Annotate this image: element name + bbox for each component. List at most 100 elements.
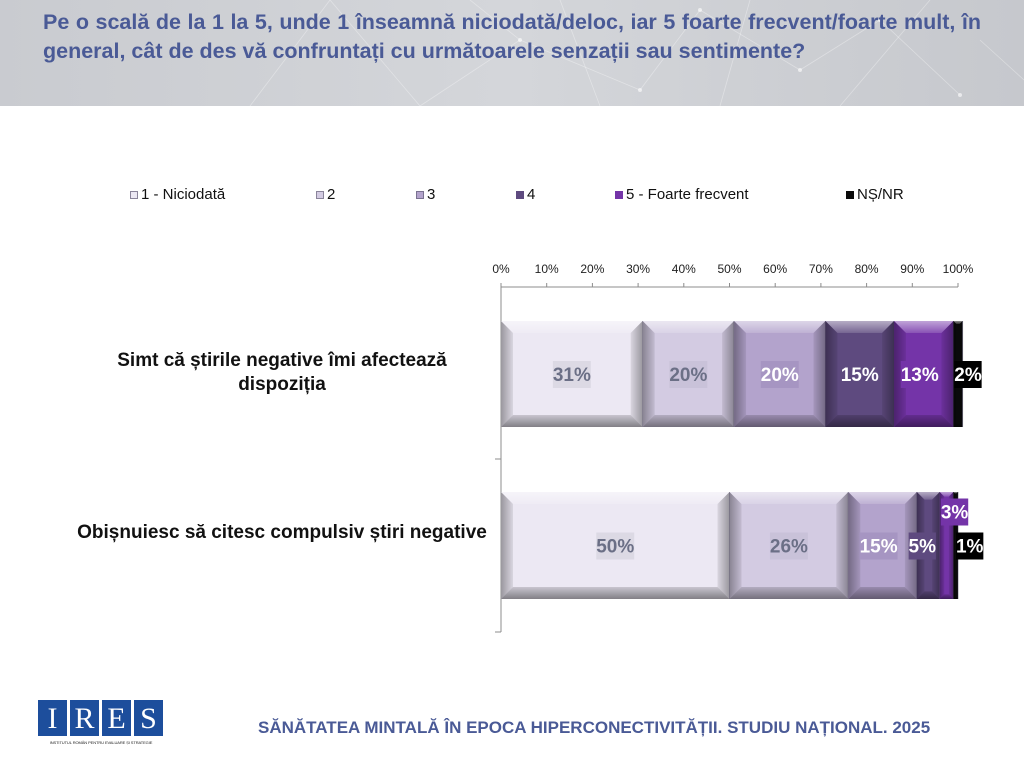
bar-bevel-right xyxy=(836,492,849,599)
legend-swatch xyxy=(516,190,524,199)
data-label-text: 13% xyxy=(901,365,939,386)
data-label-background xyxy=(596,532,635,560)
bar-bevel-top xyxy=(894,321,954,333)
data-label-background xyxy=(552,361,591,388)
bars xyxy=(501,321,964,599)
bar-bevel-bottom xyxy=(642,415,735,427)
data-label-background xyxy=(840,361,879,388)
data-label-text: 3% xyxy=(941,503,969,524)
logo-letter: I xyxy=(38,700,67,736)
legend-label: 2 xyxy=(327,186,336,203)
x-tick-label: 0% xyxy=(492,262,510,276)
legend-label: 4 xyxy=(527,186,536,203)
data-label: 5% xyxy=(908,532,937,560)
page-title: Pe o scală de la 1 la 5, unde 1 înseamnă… xyxy=(43,10,981,63)
footer-title: SĂNĂTATEA MINTALĂ ÎN EPOCA HIPERCONECTIV… xyxy=(258,718,931,737)
legend-swatch xyxy=(130,190,138,199)
bar-bevel-bottom xyxy=(848,587,917,599)
data-label: 1% xyxy=(956,532,984,560)
bar-bevel-bottom xyxy=(953,423,963,427)
bar-bevel-left xyxy=(825,321,838,427)
bar-bevel-top xyxy=(916,492,940,500)
data-label: 31% xyxy=(553,361,591,388)
bar-bevel-left xyxy=(894,321,907,427)
stacked-bar-chart: 0% 10% 20% 30% 40% 50% 60% 70% 80% 90% 100% 31% 20%… xyxy=(492,262,984,633)
bar-bevel-top xyxy=(642,321,735,333)
bar-bevel-right xyxy=(941,321,954,427)
data-label-text: 50% xyxy=(596,537,634,558)
legend-swatch xyxy=(316,190,324,199)
legend-swatch xyxy=(846,190,854,199)
bar-bevel-top xyxy=(501,492,730,504)
data-label: 3% xyxy=(940,498,969,526)
legend-item-1: 1 - Niciodată xyxy=(130,186,225,203)
bar-bevel-bottom xyxy=(916,591,940,599)
bar-bevel-top xyxy=(953,492,958,494)
data-label-text: 26% xyxy=(770,537,808,558)
data-label-text: 2% xyxy=(954,365,982,386)
data-label: 26% xyxy=(769,532,808,560)
bar-bevel-right xyxy=(882,321,895,427)
bar-bevel-right xyxy=(630,321,643,427)
x-tick-label: 10% xyxy=(535,262,559,276)
data-label-background xyxy=(940,498,969,526)
bar-bevel-top xyxy=(953,321,963,325)
bar-bevel-top xyxy=(848,492,917,504)
bar-bevel-left xyxy=(501,321,513,427)
data-label: 20% xyxy=(761,361,799,388)
category-label: Obișnuiesc să citesc compulsiv știri neg… xyxy=(77,522,487,543)
data-label-text: 20% xyxy=(761,365,799,386)
x-tick-label: 40% xyxy=(672,262,696,276)
legend-item-6: NȘ/NR xyxy=(846,186,904,203)
data-label: 50% xyxy=(596,532,635,560)
logo-letter: S xyxy=(134,700,163,736)
legend-item-2: 2 xyxy=(316,186,335,203)
data-label: 20% xyxy=(669,361,707,388)
bar-bevel-right xyxy=(717,492,730,599)
bar-segment xyxy=(642,321,735,427)
legend-label: 5 - Foarte frecvent xyxy=(626,186,749,203)
bar-bevel-bottom xyxy=(894,415,954,427)
legend-item-5: 5 - Foarte frecvent xyxy=(615,186,749,203)
x-tick-label: 30% xyxy=(626,262,650,276)
data-label-background xyxy=(954,361,982,388)
bar-bevel-bottom xyxy=(501,587,730,599)
x-tick-label: 20% xyxy=(580,262,604,276)
bar-segment xyxy=(501,492,730,599)
bar-bevel-right xyxy=(722,321,735,427)
logo-letter: R xyxy=(70,700,99,736)
logo-subtitle: INSTITUTUL ROMÂN PENTRU EVALUARE ȘI STRA… xyxy=(49,740,153,745)
bar-bevel-top xyxy=(825,321,895,333)
data-label-background xyxy=(769,532,808,560)
legend-swatch xyxy=(416,190,424,199)
bar-bevel-left xyxy=(734,321,747,427)
data-label: 13% xyxy=(901,361,939,388)
x-tick-label: 70% xyxy=(809,262,833,276)
bar-bevel-left xyxy=(642,321,655,427)
legend-item-4: 4 xyxy=(516,186,535,203)
data-label-text: 15% xyxy=(841,365,879,386)
category-label: Simt că știrile negative îmi afectează d… xyxy=(117,350,447,395)
bar-fill xyxy=(953,492,958,599)
legend-item-3: 3 xyxy=(416,186,435,203)
data-label-text: 20% xyxy=(669,365,707,386)
bar-bevel-top xyxy=(734,321,826,333)
x-tick-label: 90% xyxy=(900,262,924,276)
header-banner: Pe o scală de la 1 la 5, unde 1 înseamnă… xyxy=(0,0,1024,106)
data-label: 15% xyxy=(841,361,879,388)
bar-bevel-bottom xyxy=(953,597,958,599)
x-tick-label: 60% xyxy=(763,262,787,276)
data-label-background xyxy=(908,532,936,560)
legend-label: 1 - Niciodată xyxy=(141,186,226,203)
ires-logo: I R E S INSTITUTUL ROMÂN PENTRU EVALUARE… xyxy=(38,700,164,756)
bar-bevel-top xyxy=(501,321,643,333)
data-label-text: 1% xyxy=(956,537,984,558)
network-background-graphic xyxy=(249,0,1024,106)
data-label: 2% xyxy=(954,361,982,388)
legend-label: 3 xyxy=(427,186,436,203)
bar-bevel-top xyxy=(729,492,849,504)
data-label: 15% xyxy=(860,532,898,560)
data-label-background xyxy=(956,532,984,560)
data-label-text: 5% xyxy=(909,537,937,558)
bar-bevel-bottom xyxy=(734,415,826,427)
